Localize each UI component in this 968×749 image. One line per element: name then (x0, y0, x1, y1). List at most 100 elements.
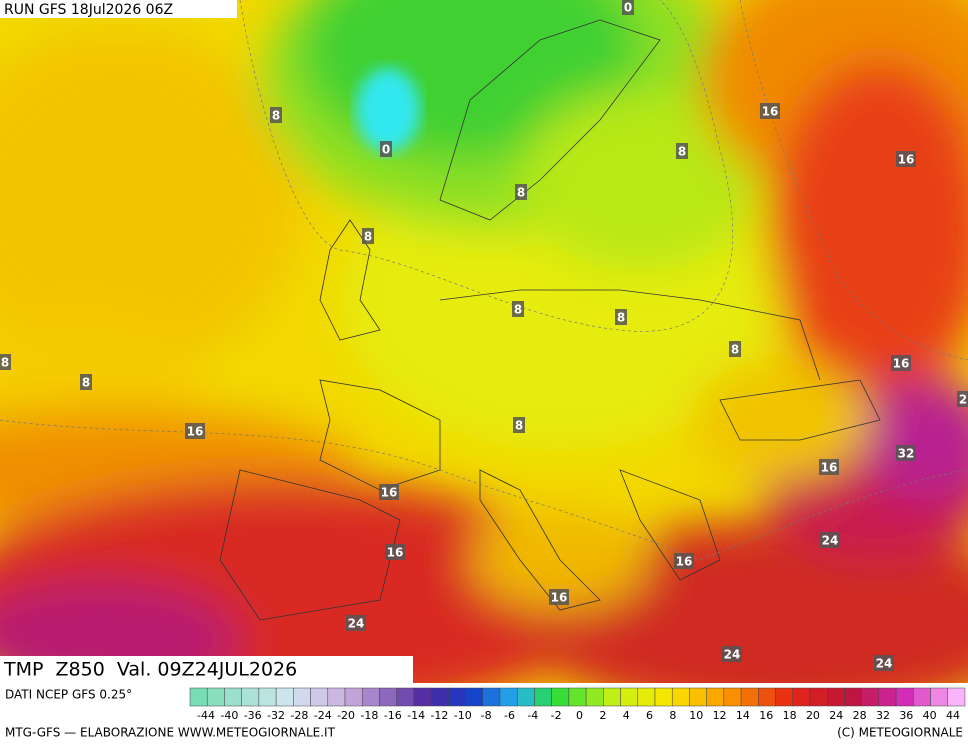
contour-label: 24 (724, 648, 741, 662)
contour-label: 8 (517, 186, 525, 200)
contour-label: 0 (624, 1, 632, 15)
contour-label: 24 (822, 534, 839, 548)
legend-label: -8 (481, 709, 492, 722)
contour-label: 16 (551, 591, 568, 605)
legend-label: -44 (197, 709, 215, 722)
contour-label-box (270, 107, 282, 123)
contour-label-box (760, 103, 780, 119)
contour-label: 24 (348, 617, 365, 631)
contour-label: 16 (381, 486, 398, 500)
legend-swatch (706, 687, 725, 707)
legend-swatch (861, 687, 880, 707)
contour-label-box (385, 544, 405, 560)
contour-labels: 0 8 0 16 8 16 8 8 8 8 8 8 8 16 16 8 2 32 16 16 24 16 16 16 24 24 2… (0, 0, 968, 671)
legend-label: 8 (669, 709, 676, 722)
legend-swatch (361, 687, 380, 707)
legend-swatch (499, 687, 518, 707)
run-label: RUN GFS 18Jul2026 06Z (4, 2, 173, 18)
legend-label: 12 (713, 709, 727, 722)
legend-label: -6 (504, 709, 515, 722)
legend-swatch (430, 687, 449, 707)
legend-label: -14 (407, 709, 425, 722)
contour-label: 8 (617, 311, 625, 325)
contour-label: 8 (364, 230, 372, 244)
contour-label-box (185, 423, 205, 439)
temperature-map: 0 8 0 16 8 16 8 8 8 8 8 8 8 16 16 8 2 32 16 16 24 16 16 16 24 24 2… (0, 0, 968, 683)
legend-label: 16 (759, 709, 773, 722)
contour-label: 0 (382, 143, 390, 157)
legend-swatch (534, 687, 552, 707)
contour-label-box (515, 184, 527, 200)
legend-label: -16 (384, 709, 402, 722)
contour-label-box (513, 417, 525, 433)
legend-swatch (775, 687, 794, 707)
contour-label-box (622, 0, 634, 15)
contour-label: 16 (893, 357, 910, 371)
contour-label-box (674, 553, 694, 569)
legend-label: 24 (829, 709, 843, 722)
legend-swatch (895, 687, 914, 707)
legend-label: -12 (430, 709, 448, 722)
contour-label-box (896, 445, 916, 461)
contour-label-box (549, 589, 569, 605)
legend-swatch (224, 687, 242, 707)
legend-swatch (689, 687, 707, 707)
contour-label-box (820, 532, 840, 548)
run-box (0, 0, 237, 18)
legend-swatch (516, 687, 535, 707)
contour-label-box (362, 228, 374, 244)
legend-label: -36 (244, 709, 262, 722)
legend-swatch (206, 687, 225, 707)
legend-swatch (723, 687, 742, 707)
contour-label: 8 (678, 145, 686, 159)
contour-label-box (380, 141, 392, 157)
contour-label: 16 (387, 546, 404, 560)
legend-swatch (293, 687, 311, 707)
legend: -44 -40 -36 -32 -28 -24 -20 -18 -16 -14 -12 -10 -8 -6… (189, 687, 966, 722)
contour-label-box (676, 143, 688, 159)
legend-swatch (310, 687, 329, 707)
footer-right: (C) METEOGIORNALE (837, 726, 963, 740)
contour-label-box (957, 391, 968, 407)
title-box (0, 656, 413, 683)
legend-swatch (344, 687, 363, 707)
legend-swatch (603, 687, 621, 707)
legend-swatch (913, 687, 931, 707)
contour-label-box (722, 646, 742, 662)
contour-label-box (346, 615, 366, 631)
legend-label: -24 (314, 709, 332, 722)
legend-swatch (809, 687, 828, 707)
contour-label: 16 (898, 153, 915, 167)
isotherms (0, 0, 968, 561)
legend-swatch (327, 687, 346, 707)
contour-label-box (80, 374, 92, 390)
legend-label: -28 (290, 709, 308, 722)
contour-label-box (615, 309, 627, 325)
contour-label-box (896, 151, 916, 167)
contour-label: 24 (876, 657, 893, 671)
legend-label: -2 (551, 709, 562, 722)
legend-swatch (758, 687, 776, 707)
legend-label: 14 (736, 709, 750, 722)
legend-swatch (189, 687, 208, 707)
legend-label: -18 (360, 709, 378, 722)
contour-label: 16 (821, 461, 838, 475)
legend-label: 0 (576, 709, 583, 722)
legend-swatch (551, 687, 570, 707)
contour-label: 8 (515, 419, 523, 433)
legend-label: 32 (876, 709, 890, 722)
legend-label: -40 (220, 709, 238, 722)
legend-swatch (396, 687, 415, 707)
coastlines (219, 19, 881, 621)
legend-label: 2 (599, 709, 606, 722)
legend-label: 20 (806, 709, 820, 722)
legend-label: 40 (923, 709, 937, 722)
footer-left: MTG-GFS — ELABORAZIONE WWW.METEOGIORNALE… (5, 726, 336, 740)
contour-label-box (0, 354, 11, 370)
contour-label-box (819, 459, 839, 475)
legend-swatch (482, 687, 501, 707)
legend-swatch (413, 687, 432, 707)
legend-swatch (275, 687, 294, 707)
legend-label: 44 (946, 709, 960, 722)
contour-label-box (379, 484, 399, 500)
